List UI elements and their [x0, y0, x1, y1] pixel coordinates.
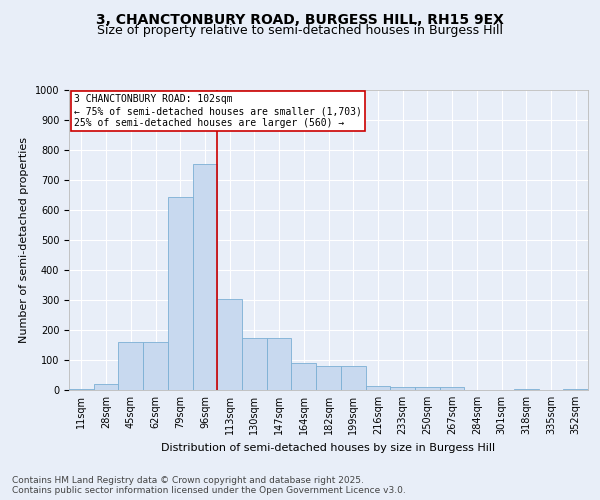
Bar — [514, 389, 539, 390]
Bar — [193, 164, 217, 390]
Bar — [390, 387, 415, 390]
Text: 3 CHANCTONBURY ROAD: 102sqm
← 75% of semi-detached houses are smaller (1,703)
25: 3 CHANCTONBURY ROAD: 102sqm ← 75% of sem… — [74, 94, 362, 128]
Bar — [168, 196, 193, 390]
Bar — [94, 384, 118, 390]
Bar — [316, 366, 341, 390]
Bar — [267, 338, 292, 390]
Bar — [217, 298, 242, 390]
Bar — [242, 338, 267, 390]
Bar — [440, 387, 464, 390]
Bar — [563, 389, 588, 390]
Text: Size of property relative to semi-detached houses in Burgess Hill: Size of property relative to semi-detach… — [97, 24, 503, 37]
Bar — [69, 388, 94, 390]
Y-axis label: Number of semi-detached properties: Number of semi-detached properties — [19, 137, 29, 343]
Bar — [365, 386, 390, 390]
X-axis label: Distribution of semi-detached houses by size in Burgess Hill: Distribution of semi-detached houses by … — [161, 442, 496, 452]
Bar — [415, 387, 440, 390]
Bar — [292, 363, 316, 390]
Bar — [341, 366, 365, 390]
Bar — [118, 342, 143, 390]
Text: 3, CHANCTONBURY ROAD, BURGESS HILL, RH15 9EX: 3, CHANCTONBURY ROAD, BURGESS HILL, RH15… — [96, 12, 504, 26]
Bar — [143, 342, 168, 390]
Text: Contains HM Land Registry data © Crown copyright and database right 2025.
Contai: Contains HM Land Registry data © Crown c… — [12, 476, 406, 495]
